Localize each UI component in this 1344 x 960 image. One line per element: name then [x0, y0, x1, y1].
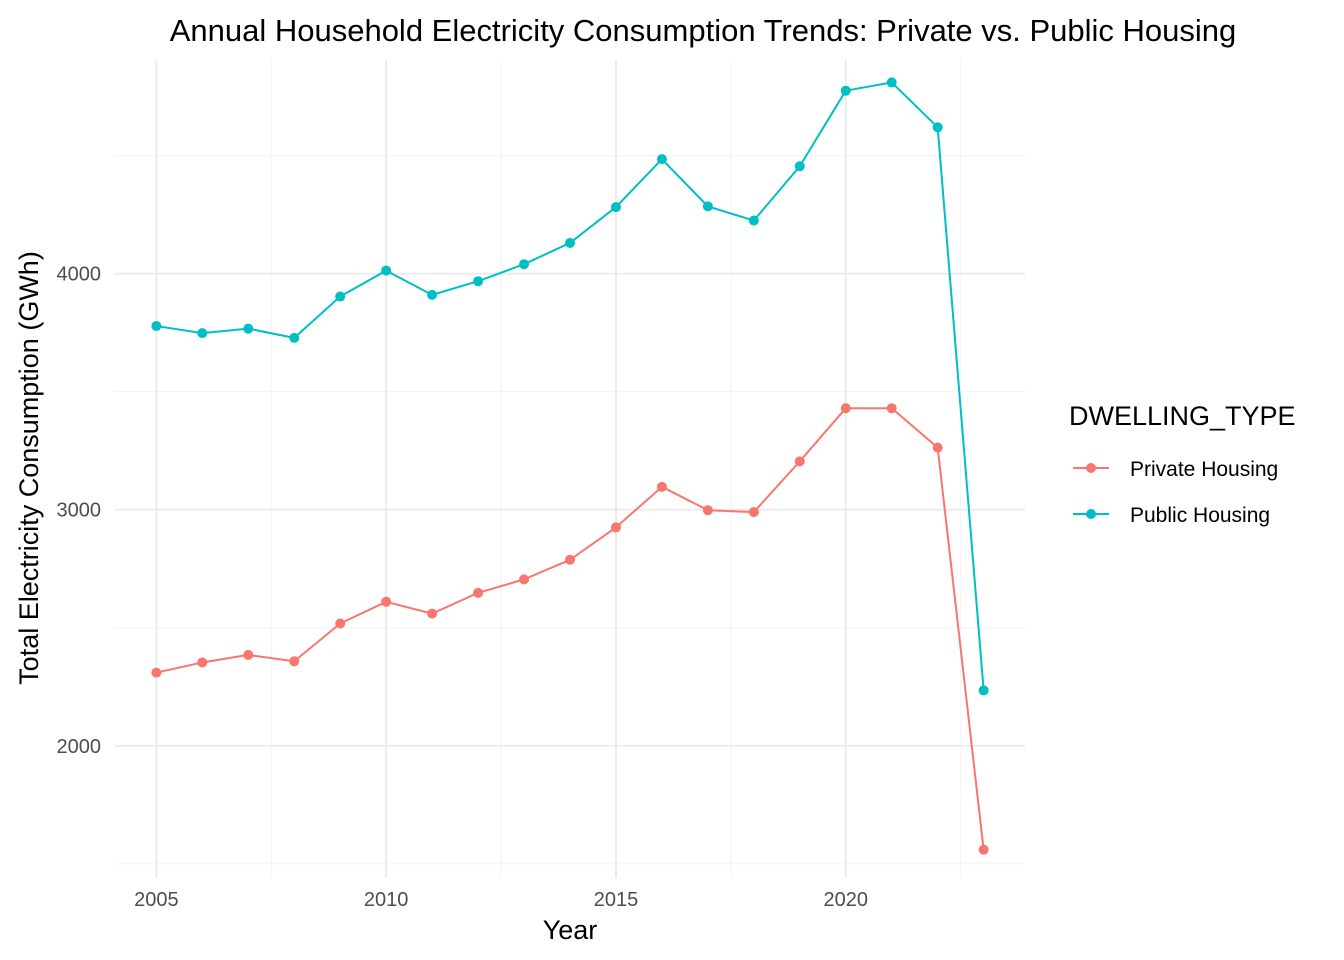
legend-key-point-private-housing [1086, 463, 1096, 473]
point-private-housing-2012 [473, 587, 484, 598]
point-private-housing-2014 [565, 554, 575, 565]
y-tick-label-3000: 3000 [57, 500, 102, 522]
point-public-housing-2021 [886, 77, 897, 88]
axes: 2000 3000 4000 2005 2010 2015 2020 [57, 264, 869, 911]
legend-item-private-housing: Private Housing [1073, 458, 1278, 481]
point-private-housing-2006 [197, 657, 208, 668]
series-public-housing [151, 77, 989, 696]
point-private-housing-2016 [656, 481, 667, 492]
point-private-housing-2018 [748, 507, 759, 518]
point-public-housing-2020 [840, 85, 851, 96]
series-private-housing [151, 403, 989, 855]
legend-label-private-housing: Private Housing [1130, 458, 1278, 481]
point-private-housing-2005 [151, 667, 162, 678]
point-private-housing-2007 [243, 649, 254, 660]
point-public-housing-2014 [565, 237, 575, 248]
point-public-housing-2023 [978, 685, 989, 696]
series-layer [151, 77, 989, 855]
point-private-housing-2013 [519, 574, 530, 585]
point-public-housing-2010 [381, 265, 392, 276]
legend-title: DWELLING_TYPE [1069, 401, 1296, 431]
point-private-housing-2010 [381, 596, 392, 607]
point-public-housing-2018 [748, 215, 759, 226]
legend: DWELLING_TYPE Private Housing Public Hous… [1069, 401, 1296, 527]
legend-item-public-housing: Public Housing [1073, 504, 1270, 527]
x-tick-label-2010: 2010 [364, 889, 409, 911]
x-tick-label-2015: 2015 [594, 889, 639, 911]
x-axis-title: Year [543, 915, 598, 945]
point-public-housing-2006 [197, 328, 208, 339]
point-public-housing-2013 [519, 259, 530, 270]
x-tick-label-2020: 2020 [824, 889, 869, 911]
point-private-housing-2021 [886, 403, 897, 414]
point-public-housing-2017 [702, 201, 713, 212]
series-line-private-housing [156, 407, 985, 850]
grid [115, 60, 1025, 878]
point-public-housing-2016 [656, 154, 667, 165]
point-public-housing-2019 [794, 161, 805, 172]
x-tick-label-2005: 2005 [134, 889, 179, 911]
point-public-housing-2011 [427, 289, 438, 300]
point-public-housing-2007 [243, 323, 254, 334]
point-public-housing-2022 [932, 122, 943, 133]
series-line-public-housing [156, 81, 985, 691]
point-public-housing-2008 [289, 332, 300, 343]
chart-title: Annual Household Electricity Consumption… [170, 13, 1237, 48]
point-public-housing-2012 [473, 276, 484, 287]
point-public-housing-2009 [335, 291, 346, 302]
y-tick-label-4000: 4000 [57, 264, 102, 286]
point-public-housing-2015 [610, 202, 621, 213]
legend-items: Private Housing Public Housing [1073, 458, 1278, 527]
point-private-housing-2023 [978, 844, 989, 855]
y-axis-title: Total Electricity Consumption (GWh) [14, 251, 44, 685]
legend-key-point-public-housing [1086, 509, 1096, 519]
legend-label-public-housing: Public Housing [1130, 504, 1270, 527]
point-private-housing-2011 [427, 608, 438, 619]
point-private-housing-2019 [794, 456, 805, 467]
point-private-housing-2022 [932, 442, 943, 453]
point-private-housing-2015 [610, 522, 621, 533]
point-public-housing-2005 [151, 321, 162, 332]
point-private-housing-2020 [840, 403, 851, 414]
point-private-housing-2009 [335, 618, 346, 629]
y-tick-label-2000: 2000 [57, 736, 102, 758]
point-private-housing-2017 [702, 505, 713, 516]
point-private-housing-2008 [289, 656, 300, 667]
